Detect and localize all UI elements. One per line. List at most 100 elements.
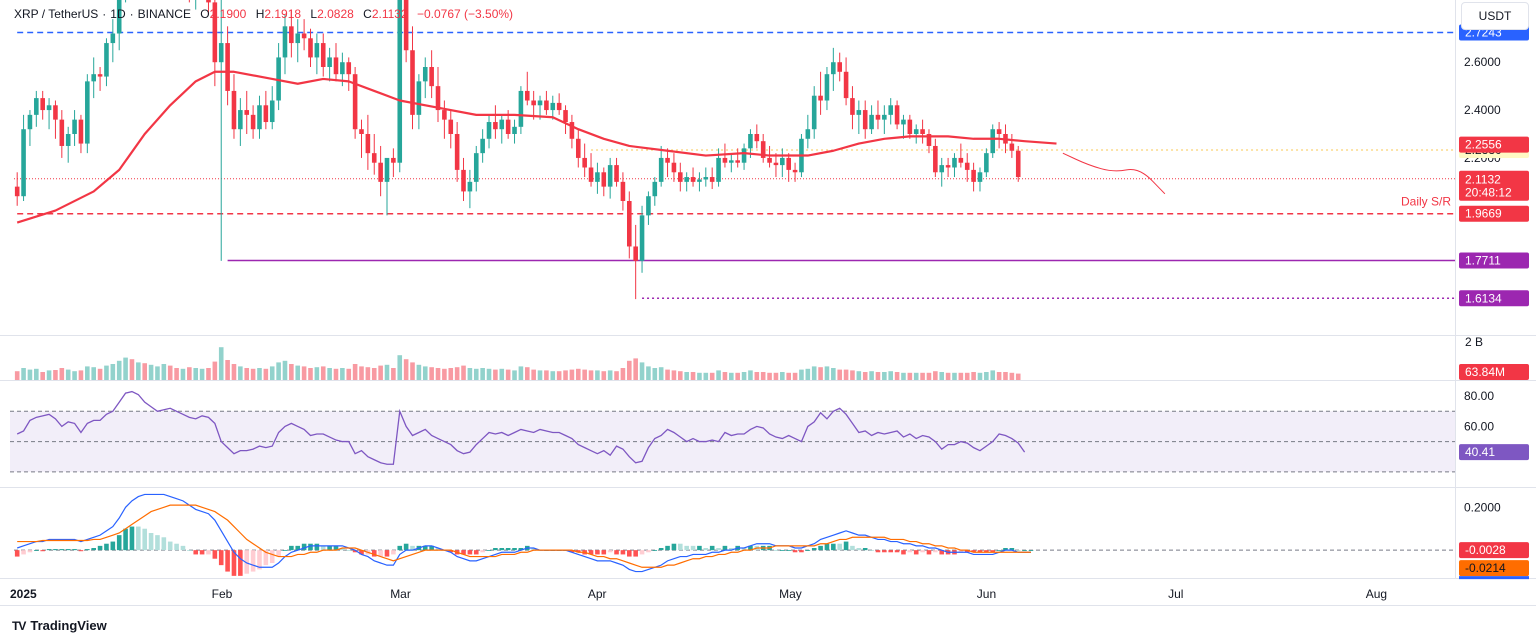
volume-bar — [792, 372, 798, 380]
macd-histogram-bar — [901, 550, 906, 555]
ma-level-label-bg — [1459, 136, 1529, 153]
volume-bar — [894, 372, 900, 380]
candle — [97, 67, 103, 91]
candle-body — [365, 134, 371, 154]
volume-bar — [907, 372, 913, 380]
volume-bar — [142, 363, 148, 380]
volume-bar — [607, 370, 613, 380]
candle — [238, 98, 243, 146]
candle-body — [735, 160, 740, 163]
candle-body — [391, 157, 396, 163]
volume-bar — [831, 368, 836, 380]
candle — [729, 153, 734, 173]
candle — [188, 0, 190, 3]
macd-histogram-bar — [1022, 550, 1027, 551]
candle-body — [678, 172, 683, 182]
candle-body — [888, 105, 894, 115]
low-value: 2.0828 — [317, 7, 354, 21]
volume-bar — [180, 368, 186, 380]
candle-body — [97, 74, 103, 77]
macd-histogram-bar — [652, 550, 658, 551]
volume-bar — [588, 370, 594, 380]
currency-button[interactable]: USDT — [1461, 2, 1529, 30]
candle-body — [403, 0, 409, 51]
candle — [91, 57, 96, 99]
volume-bar — [346, 368, 352, 380]
candle-body — [882, 114, 887, 120]
tradingview-logo-icon: TV — [12, 618, 26, 633]
symbol-title[interactable]: XRP / TetherUS — [14, 7, 99, 21]
candle-body — [741, 148, 747, 163]
macd-histogram-bar — [359, 550, 364, 555]
volume-bar — [799, 369, 804, 380]
candle — [971, 162, 976, 192]
candle-body — [14, 186, 20, 197]
candle-body — [544, 100, 549, 111]
volume-bar — [486, 368, 492, 380]
rsi-tick-label: 80.00 — [1464, 389, 1494, 403]
volume-bar — [1003, 372, 1008, 380]
candle — [257, 95, 262, 139]
volume-bar — [116, 360, 122, 380]
macd-histogram-bar — [588, 550, 594, 555]
volume-bar — [225, 360, 230, 380]
volume-bar — [59, 368, 65, 380]
macd-histogram-bar — [990, 550, 996, 553]
volume-bar — [984, 372, 989, 380]
macd-histogram-bar — [716, 548, 721, 551]
candle — [996, 122, 1002, 149]
volume-bar — [582, 369, 587, 380]
volume-bar — [78, 370, 84, 380]
volume-bar — [780, 372, 785, 380]
candle-body — [1009, 143, 1015, 151]
candle — [614, 157, 619, 187]
volume-bar — [633, 358, 638, 380]
candle-body — [709, 177, 715, 182]
volume-bar — [773, 372, 779, 380]
volume-bar — [926, 372, 932, 380]
candle — [1015, 145, 1021, 182]
macd-histogram-bar — [850, 545, 855, 551]
candle-body — [869, 114, 874, 130]
candle — [569, 114, 575, 149]
close-key: C — [363, 7, 372, 21]
volume-bar — [697, 372, 702, 380]
macd-histogram-bar — [569, 550, 575, 553]
interval-label[interactable]: 1D — [110, 7, 126, 21]
purple-level-label-bg — [1459, 252, 1529, 269]
candle-body — [875, 114, 881, 120]
volume-bar — [371, 368, 377, 380]
volume-bar — [187, 367, 192, 380]
macd-histogram-bar — [14, 550, 20, 557]
volume-bar — [429, 367, 434, 380]
volume-bar — [442, 368, 447, 380]
macd-histogram-bar — [607, 550, 613, 553]
macd-histogram-bar — [837, 543, 843, 551]
volume-bar — [563, 370, 568, 380]
volume-bar — [448, 368, 454, 380]
macd-histogram-bar — [601, 550, 607, 555]
candle-body — [786, 157, 791, 170]
volume-bar — [760, 372, 766, 380]
high-value: 2.1918 — [264, 7, 302, 21]
candle-body — [697, 179, 702, 182]
candle — [499, 114, 505, 144]
volume-bar — [875, 372, 881, 380]
macd-histogram-bar — [831, 543, 836, 551]
volume-last-bg — [1459, 364, 1529, 380]
volume-bar — [97, 368, 103, 380]
candle-body — [856, 110, 862, 115]
volume-bar — [263, 368, 269, 380]
macd-histogram-bar — [996, 550, 1002, 551]
tradingview-brand[interactable]: TV TradingView — [12, 618, 107, 633]
volume-bar — [327, 368, 332, 380]
candle — [435, 67, 441, 123]
macd-histogram-bar — [231, 550, 237, 576]
ma50-line — [16, 70, 1057, 224]
candle — [824, 67, 830, 111]
macd-histogram-bar — [110, 541, 116, 551]
macd-histogram-bar — [678, 543, 683, 551]
volume-bar — [473, 368, 479, 380]
volume-bar — [435, 368, 441, 380]
